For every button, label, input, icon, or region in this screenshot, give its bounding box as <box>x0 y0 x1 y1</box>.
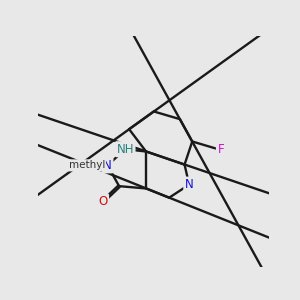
Text: NH: NH <box>116 143 134 156</box>
Text: F: F <box>218 143 224 157</box>
Text: O: O <box>98 195 108 208</box>
Text: N: N <box>103 159 112 172</box>
Text: N: N <box>185 178 194 191</box>
Text: methyl: methyl <box>69 160 105 170</box>
